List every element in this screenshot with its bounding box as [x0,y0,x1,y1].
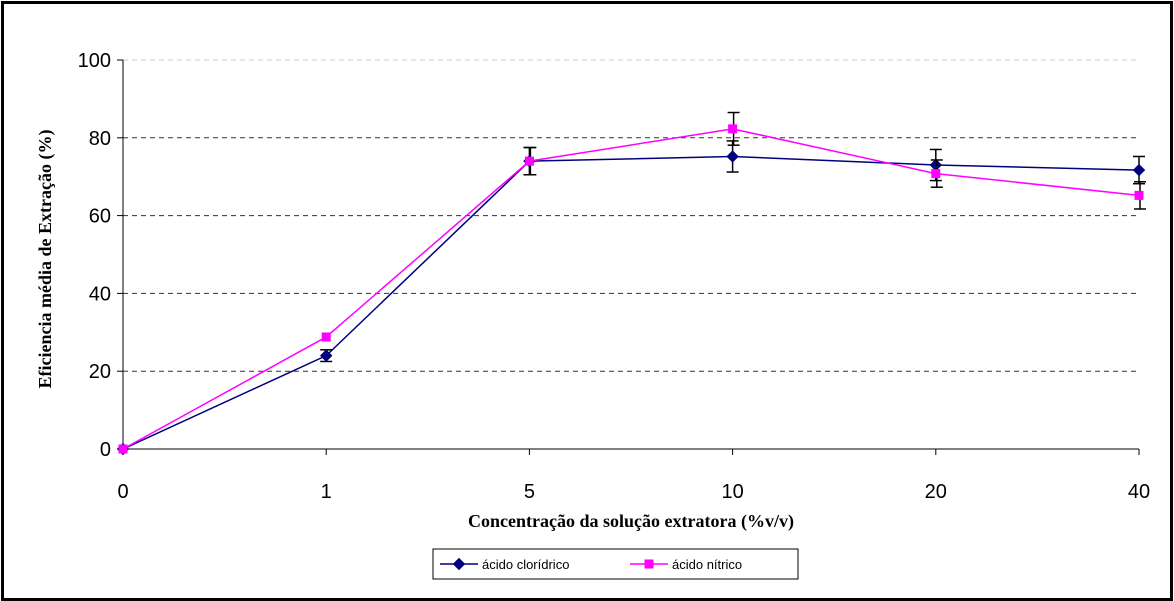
legend-item: ácido clorídrico [440,557,569,572]
y-tick-label: 20 [89,361,111,383]
data-point [524,156,534,166]
y-tick-labels: 0 20 40 60 80 100 [78,50,111,461]
data-point [726,150,739,163]
legend-box [432,548,799,580]
data-point [929,158,943,172]
gridlines [123,59,1139,372]
data-point [931,169,941,179]
series-line [122,128,1140,450]
x-tick-label: 5 [524,481,535,503]
legend-swatch-marker [452,557,466,571]
legend-label: ácido nítrico [672,557,742,572]
data-point [319,349,333,362]
y-tick-label: 100 [78,50,111,72]
series-0 [116,140,1146,456]
legend-label: ácido clorídrico [482,557,569,572]
x-tick-label: 0 [117,481,128,503]
x-tick-label: 10 [721,481,743,503]
x-tick-labels: 0 1 5 10 20 40 [117,481,1150,503]
data-point [728,124,738,134]
y-tick-label: 80 [89,128,111,150]
x-tick-label: 20 [925,481,947,503]
legend-swatch-marker [644,559,654,569]
series [116,111,1146,456]
x-tick-label: 1 [321,481,332,503]
data-point [1132,163,1146,177]
data-point [321,332,331,342]
y-tick-label: 0 [100,439,111,461]
series-line [122,155,1140,450]
x-axis-title: Concentração da solução extratora (%v/v) [468,511,794,532]
data-point [118,444,128,454]
data-point [1134,190,1144,200]
legend: ácido clorídrico ácido nítrico [432,548,799,580]
y-tick-label: 40 [89,283,111,305]
x-tick-label: 40 [1128,481,1150,503]
legend-item: ácido nítrico [630,557,742,572]
y-tick-label: 60 [89,206,111,228]
series-1 [118,111,1146,454]
axes [117,59,1140,455]
y-axis-title: Eficiencia média de Extração (%) [35,130,56,389]
